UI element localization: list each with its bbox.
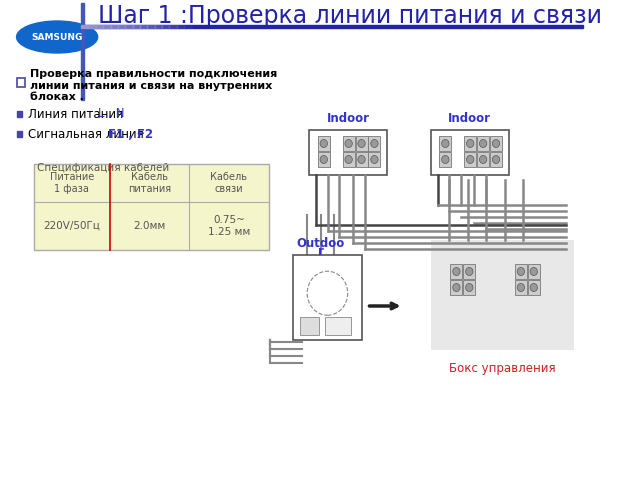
Text: Проверка правильности подключения: Проверка правильности подключения	[30, 69, 278, 79]
Text: 2.0мм: 2.0мм	[133, 221, 165, 231]
Text: линии питания и связи на внутренних: линии питания и связи на внутренних	[30, 81, 273, 91]
Text: Indoor: Indoor	[326, 112, 370, 125]
Circle shape	[452, 267, 460, 276]
Bar	[342, 152, 355, 167]
Bar	[125, 25, 132, 28]
Bar	[140, 25, 147, 28]
Circle shape	[492, 140, 500, 147]
Circle shape	[442, 140, 449, 147]
Bar	[490, 152, 502, 167]
Circle shape	[530, 284, 538, 291]
Bar	[528, 280, 540, 295]
Circle shape	[358, 156, 365, 164]
Text: Спецификация кабелей: Спецификация кабелей	[37, 163, 169, 173]
Bar	[515, 280, 527, 295]
Text: 0.75~
1.25 мм: 0.75~ 1.25 мм	[208, 215, 250, 237]
Bar	[17, 78, 25, 87]
Text: F1 , F2: F1 , F2	[108, 128, 153, 141]
Bar	[17, 131, 22, 137]
Text: Шаг 1 :Проверка линии питания и связи: Шаг 1 :Проверка линии питания и связи	[98, 4, 602, 28]
Bar	[440, 152, 451, 167]
Circle shape	[492, 156, 500, 164]
Bar	[184, 25, 191, 28]
Circle shape	[467, 140, 474, 147]
Bar	[318, 152, 330, 167]
Circle shape	[345, 156, 352, 164]
Bar	[325, 317, 351, 335]
Bar	[451, 280, 462, 295]
Bar	[477, 136, 489, 151]
Bar	[118, 25, 125, 28]
Bar	[440, 136, 451, 151]
Text: L , N: L , N	[98, 108, 124, 120]
Bar	[431, 240, 574, 350]
Bar	[477, 152, 489, 167]
Circle shape	[320, 156, 328, 164]
Bar	[162, 25, 170, 28]
Circle shape	[442, 156, 449, 164]
Circle shape	[452, 284, 460, 291]
Bar	[369, 152, 380, 167]
Bar	[293, 255, 362, 340]
Bar	[464, 136, 476, 151]
Bar	[170, 25, 177, 28]
Circle shape	[371, 140, 378, 147]
Text: Бокс управления: Бокс управления	[449, 362, 556, 375]
Bar	[463, 264, 476, 279]
Bar	[300, 317, 319, 335]
Circle shape	[307, 271, 348, 315]
Text: Сигнальная линия: Сигнальная линия	[28, 128, 147, 141]
Bar	[309, 130, 387, 175]
Bar	[88, 25, 96, 28]
Bar	[147, 25, 155, 28]
Bar	[81, 3, 84, 25]
Bar	[528, 264, 540, 279]
Bar	[318, 136, 330, 151]
Text: 220V/50Гц: 220V/50Гц	[44, 221, 100, 231]
Bar	[356, 152, 367, 167]
Circle shape	[479, 140, 487, 147]
Bar	[342, 136, 355, 151]
Bar	[81, 25, 88, 28]
Circle shape	[466, 284, 473, 291]
Text: Кабель
связи: Кабель связи	[211, 172, 248, 194]
Circle shape	[517, 267, 525, 276]
Text: блоках .: блоках .	[30, 92, 84, 102]
Bar	[17, 111, 22, 117]
Bar	[111, 25, 118, 28]
Bar	[490, 136, 502, 151]
Circle shape	[467, 156, 474, 164]
Text: Линия питания: Линия питания	[28, 108, 127, 120]
Text: r: r	[317, 245, 323, 258]
Circle shape	[358, 140, 365, 147]
Bar	[103, 25, 111, 28]
Bar	[463, 280, 476, 295]
Circle shape	[479, 156, 487, 164]
Bar	[356, 136, 367, 151]
Circle shape	[345, 140, 352, 147]
Bar	[451, 264, 462, 279]
Bar	[34, 164, 269, 250]
Bar	[177, 25, 184, 28]
Circle shape	[530, 267, 538, 276]
Bar	[96, 25, 103, 28]
Bar	[132, 25, 140, 28]
Text: Кабель
питания: Кабель питания	[127, 172, 171, 194]
Bar	[369, 136, 380, 151]
Circle shape	[371, 156, 378, 164]
Bar	[464, 152, 476, 167]
Text: SAMSUNG: SAMSUNG	[31, 33, 83, 41]
Circle shape	[320, 140, 328, 147]
Circle shape	[466, 267, 473, 276]
Bar	[515, 264, 527, 279]
Bar	[81, 30, 84, 100]
Text: Питание
1 фаза: Питание 1 фаза	[50, 172, 94, 194]
Ellipse shape	[17, 21, 98, 53]
Circle shape	[517, 284, 525, 291]
Bar	[155, 25, 162, 28]
Bar	[431, 130, 509, 175]
Text: Outdoo: Outdoo	[296, 237, 345, 250]
Text: Indoor: Indoor	[448, 112, 492, 125]
Bar	[81, 25, 583, 28]
